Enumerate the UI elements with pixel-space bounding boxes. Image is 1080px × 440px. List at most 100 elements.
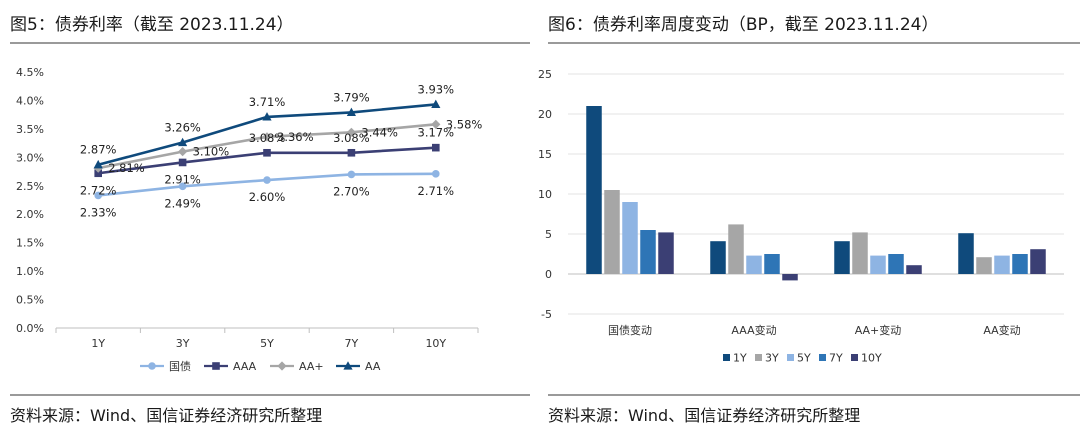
legend-label: 1Y <box>733 352 747 365</box>
series-AAA <box>94 143 440 178</box>
x-tick-label: 10Y <box>425 337 446 350</box>
line-chart: 0.0% 0.5% 1.0% 1.5% 2.0% 2.5% 3.0% 3.5% 4.0% 4.5%… <box>16 66 483 373</box>
data-label: 2.87% <box>80 143 117 157</box>
bar <box>728 224 744 274</box>
y-tick-label: 0.5% <box>16 294 44 307</box>
source-divider <box>10 394 530 396</box>
right-chart-panel: 图6：债券利率周度变动（BP，截至 2023.11.24） -5 0 5 10 15 20… <box>538 0 1080 440</box>
x-tick-label: 3Y <box>176 337 190 350</box>
point-marker <box>432 143 440 152</box>
legend-label: AAA <box>233 360 257 373</box>
y-tick-label: 3.5% <box>16 123 44 136</box>
chart-title: 图6：债券利率周度变动（BP，截至 2023.11.24） <box>548 15 939 35</box>
legend-swatch <box>755 354 762 361</box>
y-tick-label: 10 <box>538 188 552 201</box>
point-marker <box>94 191 102 200</box>
data-label: 2.72% <box>80 183 117 197</box>
x-tick-label: AA+变动 <box>855 323 902 337</box>
bar <box>586 106 602 274</box>
source-divider <box>548 394 1080 396</box>
bar <box>976 257 992 274</box>
data-label: 2.60% <box>249 190 286 204</box>
data-label: 3.58% <box>446 117 483 131</box>
point-marker <box>148 362 156 370</box>
y-tick-label: 0.0% <box>16 322 44 335</box>
x-tick-label: 5Y <box>260 337 274 350</box>
series-AA <box>93 99 441 169</box>
data-label: 2.81% <box>108 161 145 175</box>
y-tick-label: 2.5% <box>16 180 44 193</box>
x-tick-label: AAA变动 <box>731 323 776 337</box>
bar <box>906 265 922 274</box>
legend-label: 国债 <box>169 359 191 373</box>
y-tick-label: 3.0% <box>16 151 44 164</box>
point-marker <box>431 119 441 129</box>
point-marker <box>263 148 271 157</box>
bar <box>604 190 620 274</box>
bar <box>888 254 904 274</box>
point-marker <box>94 169 102 178</box>
bar-group <box>834 232 922 274</box>
point-marker <box>178 182 187 191</box>
bar <box>958 233 974 274</box>
bar <box>746 255 762 274</box>
legend-swatch <box>851 354 858 361</box>
bar-group <box>710 224 798 281</box>
point-marker <box>347 148 356 157</box>
point-marker <box>93 159 103 169</box>
data-label: 2.91% <box>164 172 201 186</box>
bar <box>834 241 850 274</box>
y-tick-label: 5 <box>545 228 552 241</box>
data-label: 2.70% <box>333 184 370 198</box>
bar <box>782 274 798 281</box>
legend-label: 3Y <box>765 352 779 365</box>
point-marker <box>262 112 272 121</box>
data-label: 3.08% <box>249 131 286 145</box>
bar <box>658 232 674 274</box>
point-marker <box>262 132 272 142</box>
legend-swatch <box>723 354 730 361</box>
bar-chart: -5 0 5 10 15 20 25 国债变动 AAA变动 AA+变动 AA变动 1Y 3Y 5Y 7Y 10… <box>538 68 1064 365</box>
data-label: 3.71% <box>249 95 286 109</box>
bar <box>1030 249 1046 274</box>
point-marker <box>346 107 356 116</box>
legend-label: 5Y <box>797 352 811 365</box>
bar <box>764 254 780 274</box>
y-tick-label: 15 <box>538 148 552 161</box>
x-tick-label: 7Y <box>345 337 359 350</box>
title-divider <box>10 42 530 44</box>
bar <box>640 230 656 274</box>
data-label: 3.26% <box>164 121 201 135</box>
series-国债 <box>94 170 440 200</box>
y-tick-label: 1.5% <box>16 237 44 250</box>
x-tick-label: 国债变动 <box>608 323 652 337</box>
chart-title: 图5：债券利率（截至 2023.11.24） <box>10 15 294 35</box>
point-marker <box>178 137 188 147</box>
data-label: 3.08% <box>333 131 370 145</box>
data-label: 3.93% <box>418 82 455 96</box>
y-tick-label: 0 <box>545 268 552 281</box>
y-tick-label: 4.0% <box>16 94 44 107</box>
y-tick-label: 2.0% <box>16 208 44 221</box>
data-label: 3.79% <box>333 90 370 104</box>
point-marker <box>343 361 353 370</box>
left-chart-panel: 图5：债券利率（截至 2023.11.24） 0.0% 0.5% 1.0% 1.5% 2… <box>0 0 530 440</box>
y-tick-label: 20 <box>538 108 552 121</box>
point-marker <box>277 361 287 371</box>
data-label: 2.71% <box>418 184 455 198</box>
y-tick-label: 1.0% <box>16 265 44 278</box>
bar <box>994 255 1010 274</box>
title-divider <box>548 42 1080 44</box>
data-label: 3.17% <box>418 126 455 140</box>
point-marker <box>212 362 220 370</box>
legend-label: 7Y <box>829 352 843 365</box>
point-marker <box>431 99 441 109</box>
bar-group <box>958 233 1046 274</box>
y-tick-label: 25 <box>538 68 552 81</box>
data-label: 3.44% <box>361 125 398 139</box>
point-marker <box>178 158 187 167</box>
y-tick-label: 4.5% <box>16 66 44 79</box>
bar <box>1012 254 1028 274</box>
x-tick-label: 1Y <box>91 337 105 350</box>
bar <box>710 241 726 274</box>
